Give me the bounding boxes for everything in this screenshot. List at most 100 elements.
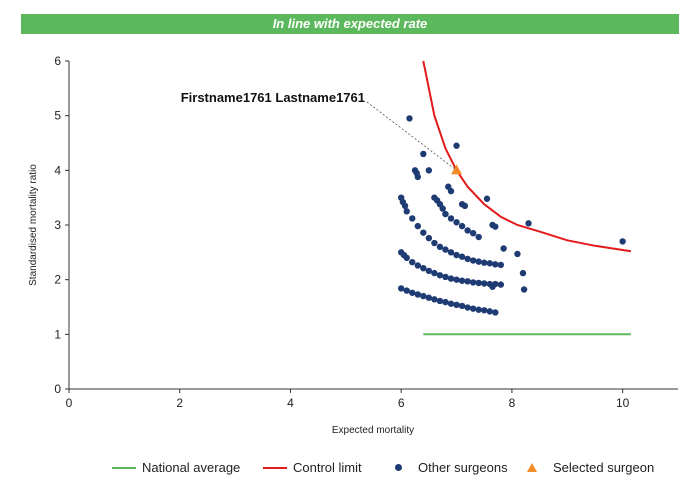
surgeon-point bbox=[420, 292, 427, 300]
surgeon-point bbox=[458, 277, 466, 284]
surgeon-point bbox=[453, 219, 460, 226]
surgeon-point bbox=[431, 269, 438, 277]
surgeon-point bbox=[475, 233, 482, 241]
national-average-swatch bbox=[112, 467, 136, 469]
surgeon-point bbox=[492, 223, 499, 230]
surgeon-point bbox=[414, 173, 421, 181]
series-lines bbox=[422, 60, 632, 336]
surgeon-point bbox=[464, 227, 471, 234]
surgeon-point bbox=[453, 276, 460, 283]
surgeon-point bbox=[442, 246, 449, 253]
surgeon-point bbox=[409, 258, 416, 266]
surgeon-point bbox=[425, 167, 433, 174]
surgeon-point bbox=[431, 239, 438, 247]
annotation-leader-line bbox=[366, 101, 457, 171]
x-tick-label: 0 bbox=[66, 396, 73, 410]
legend: National average Control limit Other sur… bbox=[0, 459, 700, 479]
surgeon-point bbox=[475, 306, 482, 313]
surgeon-point bbox=[414, 291, 421, 298]
surgeon-point bbox=[439, 205, 446, 212]
surgeon-point bbox=[403, 254, 410, 261]
y-tick-label: 4 bbox=[54, 163, 61, 177]
surgeon-point bbox=[458, 222, 466, 230]
y-tick-label: 3 bbox=[54, 218, 61, 232]
x-tick-label: 4 bbox=[287, 396, 294, 410]
surgeon-point bbox=[436, 272, 444, 279]
axes bbox=[68, 61, 678, 390]
y-tick-label: 5 bbox=[54, 109, 61, 123]
surgeon-point bbox=[420, 229, 427, 236]
surgeon-point bbox=[442, 273, 449, 281]
surgeon-point bbox=[489, 283, 496, 290]
surgeon-point bbox=[414, 262, 421, 269]
surgeon-point bbox=[464, 304, 471, 311]
surgeon-point bbox=[436, 243, 444, 251]
surgeon-point bbox=[475, 258, 482, 265]
surgeon-point bbox=[447, 187, 455, 195]
surgeon-point bbox=[461, 202, 469, 210]
legend-label: Other surgeons bbox=[418, 460, 508, 475]
legend-label: National average bbox=[142, 460, 241, 475]
chart-title-banner: In line with expected rate bbox=[21, 14, 679, 34]
surgeon-point bbox=[425, 234, 433, 242]
surgeon-point bbox=[486, 260, 493, 267]
surgeon-point bbox=[519, 269, 527, 277]
selected-surgeon-marker bbox=[451, 164, 463, 175]
surgeon-point bbox=[458, 302, 466, 310]
surgeon-point bbox=[486, 308, 493, 315]
legend-label: Control limit bbox=[293, 460, 362, 475]
surgeon-point bbox=[425, 267, 433, 275]
annotation-label: Firstname1761 Lastname1761 bbox=[181, 90, 365, 105]
surgeon-point bbox=[514, 250, 521, 258]
x-tick-label: 2 bbox=[176, 396, 183, 410]
y-tick-label: 0 bbox=[54, 382, 61, 396]
x-axis-ticks: 0 2 4 6 8 10 bbox=[66, 389, 630, 410]
surgeon-point bbox=[619, 238, 626, 245]
surgeon-point bbox=[500, 245, 507, 252]
surgeon-point bbox=[442, 210, 449, 218]
other-surgeons-swatch bbox=[395, 464, 402, 471]
surgeon-point bbox=[431, 296, 438, 303]
surgeon-point bbox=[475, 279, 482, 287]
surgeon-point bbox=[458, 253, 466, 260]
surgeon-point bbox=[414, 222, 421, 230]
surgeon-point bbox=[481, 307, 488, 314]
surgeon-point bbox=[420, 150, 427, 158]
surgeon-point bbox=[464, 255, 471, 263]
surgeon-point bbox=[447, 300, 455, 307]
surgeon-point bbox=[453, 251, 460, 259]
surgeon-point bbox=[447, 249, 455, 256]
x-tick-label: 6 bbox=[398, 396, 405, 410]
surgeon-point bbox=[420, 264, 427, 272]
surgeon-point bbox=[481, 280, 488, 287]
surgeon-point bbox=[397, 285, 405, 292]
annotation: Firstname1761 Lastname1761 bbox=[181, 90, 457, 171]
y-tick-label: 2 bbox=[54, 273, 61, 287]
legend-label: Selected surgeon bbox=[553, 460, 655, 475]
surgeon-point bbox=[436, 297, 444, 305]
surgeon-point bbox=[447, 215, 455, 222]
y-tick-label: 1 bbox=[54, 327, 61, 341]
surgeon-point bbox=[401, 202, 409, 210]
surgeon-point bbox=[469, 305, 477, 312]
surgeon-point bbox=[469, 257, 477, 264]
x-tick-label: 8 bbox=[509, 396, 516, 410]
surgeon-point bbox=[453, 301, 460, 309]
y-axis-label: Standardised mortality ratio bbox=[28, 164, 39, 286]
x-axis-label: Expected mortality bbox=[332, 425, 414, 436]
surgeon-point bbox=[481, 259, 488, 266]
series-points bbox=[397, 115, 626, 316]
surgeon-point bbox=[483, 195, 491, 202]
surgeon-point bbox=[409, 289, 416, 296]
surgeon-point bbox=[447, 275, 455, 282]
surgeon-point bbox=[497, 281, 505, 288]
surgeon-point bbox=[469, 230, 477, 237]
scatter-chart: 0 2 4 6 8 10 0 1 2 3 4 5 6 Firstname1761 Lastname17… bbox=[28, 54, 678, 436]
surgeon-point bbox=[453, 142, 460, 149]
surgeon-point bbox=[497, 261, 505, 269]
control-limit-swatch bbox=[263, 467, 287, 469]
surgeon-point bbox=[403, 208, 410, 215]
control-limit-line bbox=[422, 60, 632, 253]
y-axis-ticks: 0 1 2 3 4 5 6 bbox=[54, 54, 69, 396]
surgeon-point bbox=[520, 286, 528, 293]
